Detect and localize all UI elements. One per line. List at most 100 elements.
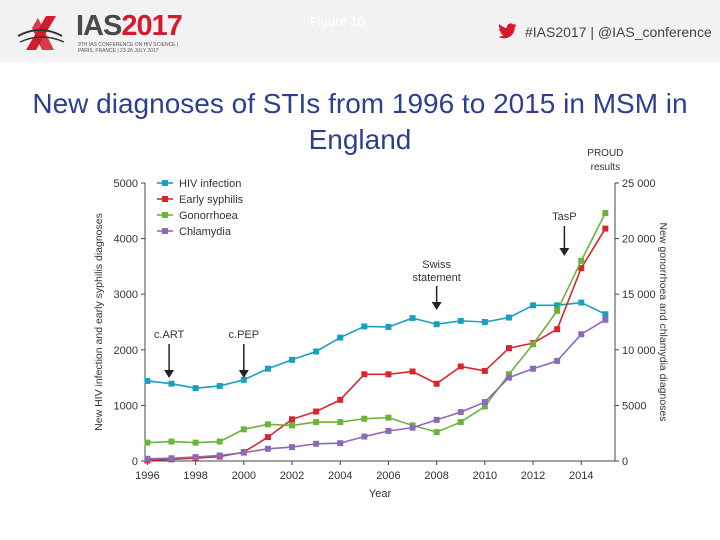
gonorrhoea-point xyxy=(289,422,296,429)
conference-hashtag: #IAS2017 | @IAS_conference xyxy=(525,24,712,40)
gonorrhoea-point xyxy=(313,419,320,426)
chlamydia-point xyxy=(409,424,416,431)
right-tick-label: 5000 xyxy=(622,400,646,412)
x-tick-label: 1998 xyxy=(183,470,207,482)
gonorrhoea-point xyxy=(554,307,561,314)
gonorrhoea-point xyxy=(505,371,512,378)
right-tick-label: 0 xyxy=(622,456,628,468)
logo-wordmark: IAS2017 xyxy=(76,10,183,42)
legend-early-syphilis-label: Early syphilis xyxy=(179,194,244,206)
hiv-infection-point xyxy=(361,323,368,330)
ribbon-icon xyxy=(17,16,65,50)
early-syphilis-point xyxy=(457,363,464,370)
hiv-infection-point xyxy=(385,324,392,331)
hiv-infection-point xyxy=(578,299,585,306)
chlamydia-point xyxy=(240,449,247,456)
chlamydia-point xyxy=(530,365,537,372)
left-tick-label: 0 xyxy=(132,456,138,468)
left-tick-label: 1000 xyxy=(114,400,138,412)
annotation-c-pep-label: c.PEP xyxy=(229,329,260,341)
left-tick-label: 5000 xyxy=(114,178,138,190)
hiv-infection-point xyxy=(313,348,320,355)
gonorrhoea-point xyxy=(481,403,488,410)
hiv-infection-point xyxy=(481,319,488,325)
gonorrhoea-point xyxy=(216,438,223,445)
legend-chlamydia-marker xyxy=(162,228,168,234)
chlamydia-point xyxy=(578,331,585,338)
header-bar: IAS2017 9TH IAS CONFERENCE ON HIV SCIENC… xyxy=(0,0,720,62)
chlamydia-point xyxy=(433,416,440,423)
annotation-c-pep-arrowhead xyxy=(238,370,249,378)
left-tick-label: 3000 xyxy=(114,289,138,301)
early-syphilis-point xyxy=(602,225,609,232)
early-syphilis-line xyxy=(147,228,607,462)
hiv-infection-point xyxy=(602,311,609,318)
gonorrhoea-point xyxy=(385,414,392,421)
early-syphilis-point xyxy=(433,380,440,387)
right-tick-label: 20 000 xyxy=(622,234,656,246)
early-syphilis-point xyxy=(481,367,488,374)
early-syphilis-point xyxy=(385,371,392,378)
right-tick-label: 10 000 xyxy=(622,345,656,357)
gonorrhoea-point xyxy=(144,439,151,446)
x-tick-label: 2010 xyxy=(473,470,497,482)
x-tick-label: 2000 xyxy=(232,470,256,482)
legend-gonorrhoea-label: Gonorrhoea xyxy=(179,210,239,222)
gonorrhoea-point xyxy=(168,438,175,445)
ias-logo: IAS2017 9TH IAS CONFERENCE ON HIV SCIENC… xyxy=(12,6,183,58)
legend-early-syphilis-marker xyxy=(162,196,168,202)
chlamydia-point xyxy=(216,452,223,459)
right-axis-label: New gonorrhoea and chlamydia diagnoses xyxy=(657,222,669,421)
chlamydia-point xyxy=(602,316,609,323)
left-tick-label: 4000 xyxy=(114,234,138,246)
gonorrhoea-point xyxy=(433,429,440,436)
early-syphilis-point xyxy=(337,396,344,403)
early-syphilis-point xyxy=(361,371,368,378)
annotation-c-art-arrowhead xyxy=(164,370,175,378)
hiv-infection-point xyxy=(144,377,151,384)
early-syphilis-point xyxy=(289,416,296,423)
x-tick-label: 2004 xyxy=(328,470,352,482)
chlamydia-point xyxy=(337,440,344,447)
hiv-infection-point xyxy=(409,315,416,322)
x-axis-label: Year xyxy=(369,488,392,500)
logo-subtitle: 9TH IAS CONFERENCE ON HIV SCIENCE | PARI… xyxy=(78,42,179,54)
chlamydia-point xyxy=(289,444,296,451)
early-syphilis-point xyxy=(505,345,512,352)
chlamydia-point xyxy=(554,357,561,364)
hiv-infection-point xyxy=(264,365,271,372)
chlamydia-point xyxy=(144,455,151,462)
figure-label: Figure 10 xyxy=(310,14,365,29)
annotation-proud-results-label: results xyxy=(591,162,620,173)
gonorrhoea-point xyxy=(578,257,585,264)
legend-hiv-infection-label: HIV infection xyxy=(179,178,241,190)
gonorrhoea-point xyxy=(361,415,368,422)
chlamydia-point xyxy=(385,427,392,434)
right-tick-label: 25 000 xyxy=(622,178,656,190)
annotation-proud-results-label: PROUD xyxy=(587,148,623,159)
left-axis-label: New HIV infection and early syphilis dia… xyxy=(93,213,105,431)
annotation-c-art-label: c.ART xyxy=(154,329,185,341)
gonorrhoea-line xyxy=(147,212,607,444)
chlamydia-point xyxy=(313,440,320,447)
early-syphilis-point xyxy=(409,368,416,375)
chlamydia-point xyxy=(168,455,175,462)
chlamydia-point xyxy=(264,445,271,452)
x-tick-label: 2006 xyxy=(376,470,400,482)
hiv-infection-point xyxy=(505,314,512,321)
early-syphilis-point xyxy=(313,408,320,415)
gonorrhoea-point xyxy=(192,439,199,446)
twitter-bird-icon xyxy=(498,23,517,39)
gonorrhoea-point xyxy=(457,419,464,426)
hiv-infection-point xyxy=(337,334,344,341)
chlamydia-point xyxy=(361,433,368,440)
right-tick-label: 15 000 xyxy=(622,289,656,301)
early-syphilis-point xyxy=(554,326,561,333)
annotation-swiss-statement-label: statement xyxy=(412,272,460,284)
hiv-infection-point xyxy=(457,317,464,324)
annotation-tasp-label: TasP xyxy=(552,211,576,223)
left-tick-label: 2000 xyxy=(114,345,138,357)
chlamydia-point xyxy=(481,399,488,406)
hiv-infection-point xyxy=(192,385,199,392)
annotation-tasp-arrowhead xyxy=(559,248,570,256)
